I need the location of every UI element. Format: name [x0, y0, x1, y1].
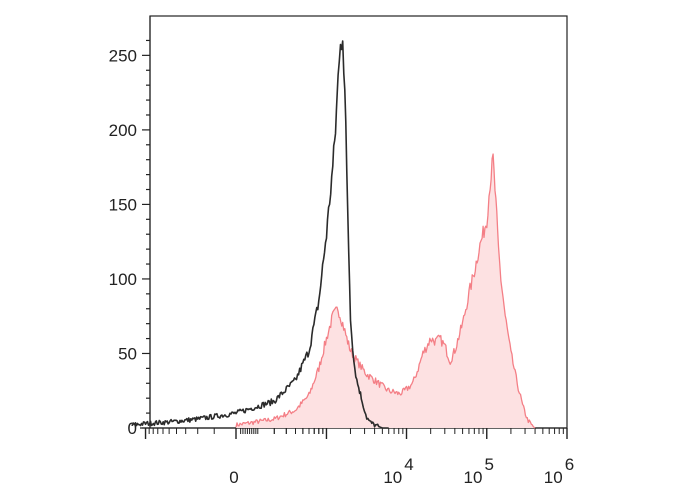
y-axis: 0 50 100 150 200 250 — [109, 16, 151, 438]
y-tick-label: 200 — [109, 121, 137, 140]
y-tick-label: 0 — [128, 419, 137, 438]
series-0-line — [131, 40, 389, 429]
y-tick-label: 100 — [109, 270, 137, 289]
x-tick-label: 105 — [464, 455, 494, 487]
y-tick-label: 150 — [109, 195, 137, 214]
y-tick-label: 250 — [109, 46, 137, 65]
x-tick-label: 0 — [229, 468, 238, 487]
x-tick-label: 106 — [544, 455, 574, 487]
series-layer — [131, 40, 536, 429]
series-1-area — [236, 154, 536, 428]
y-tick-label: 50 — [118, 344, 137, 363]
series-1-line — [235, 153, 536, 429]
x-axis: 0 104 105 106 — [140, 427, 574, 487]
x-tick-label: 104 — [383, 455, 413, 487]
